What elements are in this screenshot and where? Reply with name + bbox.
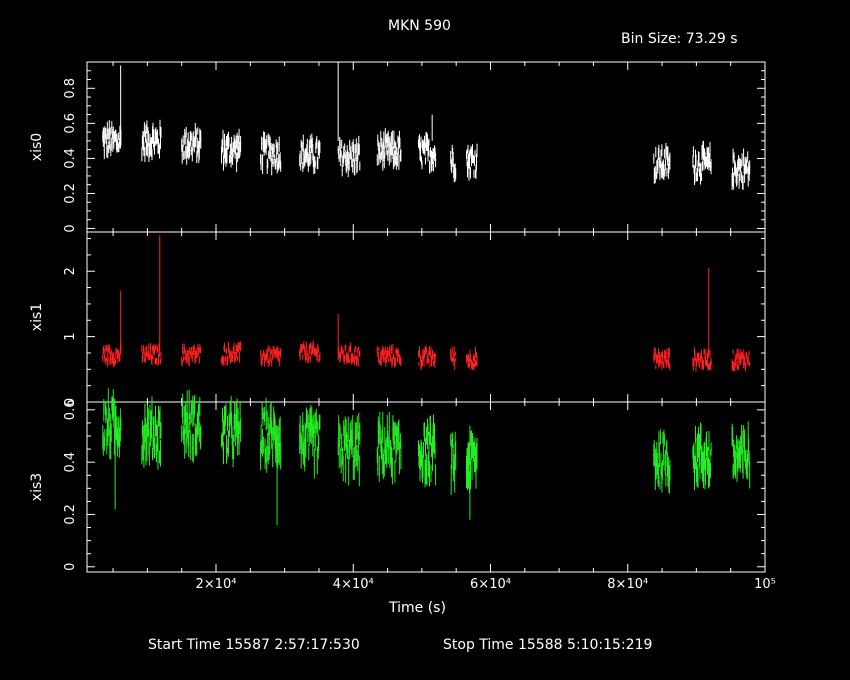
y-axis-label: xis1 [29, 303, 45, 331]
y-tick-label: 0 [63, 224, 78, 232]
chart-title: MKN 590 [388, 18, 451, 34]
x-tick-label: 4×10⁴ [333, 577, 374, 592]
y-tick-label: 0.4 [63, 148, 78, 169]
panel-frame-xis1 [86, 231, 766, 403]
y-tick-label: 0 [63, 398, 78, 406]
start-time-label: Start Time 15587 2:57:17:530 [148, 637, 360, 653]
y-tick-label: 0.6 [63, 400, 78, 421]
x-tick-label: 6×10⁴ [470, 577, 511, 592]
x-tick-label: 2×10⁴ [196, 577, 237, 592]
y-tick-label: 0.8 [63, 78, 78, 99]
y-tick-label: 0.6 [63, 113, 78, 134]
y-tick-label: 0.2 [63, 504, 78, 525]
panel-frame-xis3 [86, 401, 766, 573]
x-tick-label: 8×10⁴ [607, 577, 648, 592]
y-tick-label: 0.2 [63, 183, 78, 204]
bin-size-label: Bin Size: 73.29 s [621, 31, 738, 47]
x-tick-label: 10⁵ [754, 577, 776, 592]
stop-time-label: Stop Time 15588 5:10:15:219 [443, 637, 653, 653]
y-axis-label: xis0 [29, 133, 45, 161]
x-axis-label: Time (s) [389, 600, 446, 616]
y-tick-label: 0 [63, 563, 78, 571]
y-tick-label: 0.4 [63, 452, 78, 473]
y-axis-label: xis3 [29, 473, 45, 501]
y-tick-label: 2 [63, 267, 78, 275]
y-tick-label: 1 [63, 332, 78, 340]
